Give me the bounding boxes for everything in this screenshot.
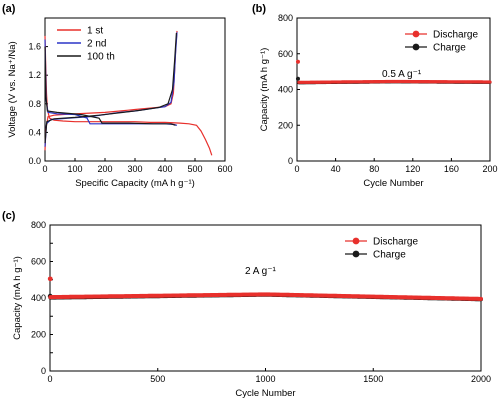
panel-label: (a): [2, 3, 16, 15]
y-tick-label: 200: [278, 120, 293, 130]
curve-discharge: [44, 46, 176, 126]
x-tick-label: 600: [217, 164, 232, 174]
panel-label: (b): [252, 3, 266, 15]
y-tick-label: 600: [31, 257, 46, 267]
x-tick-label: 80: [369, 164, 379, 174]
rate-annotation: 0.5 A g⁻¹: [382, 69, 422, 80]
y-tick-label: 400: [31, 293, 46, 303]
x-tick-label: 1000: [255, 374, 275, 384]
plot-frame: [44, 17, 226, 162]
y-tick-label: 200: [31, 330, 46, 340]
legend-label: Charge: [373, 250, 406, 261]
data-point-first: [295, 76, 300, 81]
legend-label: Discharge: [373, 237, 418, 248]
curve-discharge: [44, 35, 213, 156]
x-tick-label: 0: [42, 164, 47, 174]
data-point: [479, 296, 483, 301]
data-point-first: [295, 59, 300, 64]
legend-marker: [412, 30, 420, 38]
x-axis-label: Cycle Number: [235, 388, 295, 399]
y-tick-label: 600: [278, 49, 293, 59]
x-tick-label: 500: [187, 164, 202, 174]
y-axis-label: Voltage (V vs. Na⁺/Na): [7, 41, 18, 137]
y-tick-label: 0: [288, 156, 293, 166]
legend-label: 100 th: [87, 52, 115, 63]
legend-marker: [412, 43, 420, 51]
y-tick-label: 1.2: [28, 70, 41, 80]
panel-b: (b) 0 40 80 120 160 200 0 200 400 600 800 Cycle Numb…: [252, 3, 498, 189]
data-point-first: [47, 276, 53, 282]
x-tick-label: 2000: [471, 374, 491, 384]
curve-charge: [44, 32, 178, 147]
x-tick-label: 100: [67, 164, 82, 174]
y-tick-label: 1.6: [28, 42, 41, 52]
x-tick-label: 0: [294, 164, 299, 174]
curve-charge: [44, 32, 177, 144]
curve-charge: [44, 30, 178, 151]
x-tick-label: 300: [127, 164, 142, 174]
legend-marker: [352, 237, 360, 245]
legend-label: 2 nd: [87, 39, 106, 50]
x-tick-label: 0: [47, 374, 52, 384]
x-tick-label: 160: [444, 164, 459, 174]
x-tick-label: 400: [157, 164, 172, 174]
x-tick-label: 1500: [363, 374, 383, 384]
x-axis-label: Cycle Number: [363, 178, 423, 189]
legend-label: Charge: [433, 43, 466, 54]
rate-annotation: 2 A g⁻¹: [245, 266, 277, 277]
panel-a: (a) 0 100 200 300 400 500 600 0.0 0.4 0.8 1.2 1.6 Spe…: [2, 3, 233, 189]
x-tick-label: 40: [331, 164, 341, 174]
legend-label: Discharge: [433, 30, 478, 41]
x-axis-label: Specific Capacity (mA h g⁻¹): [75, 178, 195, 189]
x-tick-label: 120: [405, 164, 420, 174]
y-axis-label: Capacity (mA h g⁻¹): [12, 256, 23, 340]
x-tick-label: 200: [482, 164, 497, 174]
legend-marker: [352, 250, 360, 258]
y-tick-label: 0: [41, 366, 46, 376]
y-tick-label: 400: [278, 85, 293, 95]
y-tick-label: 0.4: [28, 127, 41, 137]
y-tick-label: 800: [31, 220, 46, 230]
x-tick-label: 200: [97, 164, 112, 174]
panel-label: (c): [2, 210, 16, 222]
legend-label: 1 st: [87, 26, 103, 37]
y-tick-label: 0.0: [28, 156, 41, 166]
panel-c: (c) 0 500 1000 1500 2000 0 200 400 600 800 Cycle Nu…: [2, 210, 491, 399]
x-tick-label: 500: [150, 374, 165, 384]
data-point: [488, 80, 492, 84]
y-axis-label: Capacity (mA h g⁻¹): [259, 48, 270, 132]
y-tick-label: 800: [278, 13, 293, 23]
y-tick-label: 0.8: [28, 99, 41, 109]
